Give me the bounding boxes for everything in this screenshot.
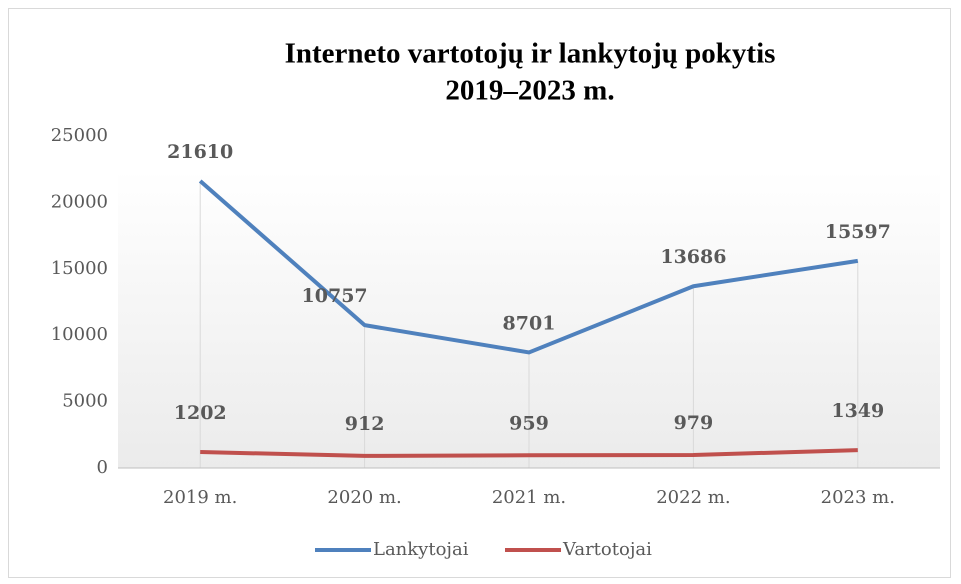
- data-label: 912: [345, 413, 385, 435]
- x-tick-label: 2020 m.: [327, 487, 401, 508]
- chart-title: Interneto vartotojų ir lankytojų pokytis: [285, 38, 776, 70]
- y-tick-label: 0: [97, 457, 108, 478]
- x-tick-label: 2022 m.: [656, 487, 730, 508]
- legend-label: Lankytojai: [373, 539, 469, 560]
- legend-label: Vartotojai: [562, 539, 652, 560]
- data-label: 10757: [302, 285, 368, 307]
- x-tick-label: 2019 m.: [163, 487, 237, 508]
- y-tick-label: 10000: [51, 324, 108, 345]
- data-label: 13686: [660, 246, 726, 268]
- data-label: 959: [509, 412, 549, 434]
- y-tick-label: 20000: [51, 191, 108, 212]
- data-label: 8701: [503, 312, 556, 334]
- chart-title: 2019–2023 m.: [445, 75, 614, 107]
- y-tick-label: 25000: [51, 125, 108, 146]
- series-line: [198, 179, 859, 355]
- data-label: 1202: [174, 402, 227, 424]
- y-tick-label: 5000: [62, 391, 108, 412]
- data-label: 15597: [825, 221, 891, 243]
- x-tick-label: 2021 m.: [492, 487, 566, 508]
- data-label: 21610: [167, 141, 233, 163]
- x-tick-label: 2023 m.: [821, 487, 895, 508]
- y-tick-label: 15000: [51, 258, 108, 279]
- data-label: 979: [674, 412, 714, 434]
- data-label: 1349: [831, 400, 884, 422]
- series-line: [200, 448, 858, 458]
